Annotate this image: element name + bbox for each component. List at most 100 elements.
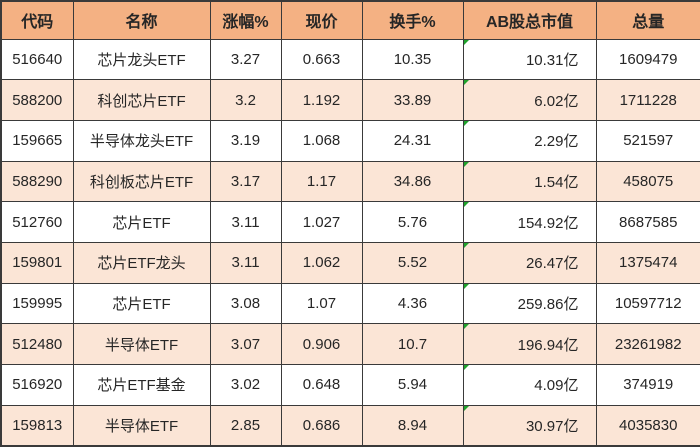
cell-price[interactable]: 1.17 — [280, 160, 363, 203]
column-header-market_cap[interactable]: AB股总市值 — [462, 0, 597, 40]
cell-value: 科创板芯片ETF — [89, 173, 194, 191]
cell-market_cap[interactable]: 2.29亿 — [462, 119, 597, 162]
cell-market_cap[interactable]: 196.94亿 — [462, 323, 597, 365]
cell-turnover_pct[interactable]: 33.89 — [361, 79, 464, 121]
cell-turnover_pct[interactable]: 10.35 — [361, 38, 464, 81]
cell-code[interactable]: 512480 — [0, 323, 74, 365]
column-header-volume[interactable]: 总量 — [595, 0, 700, 40]
cell-price[interactable]: 0.663 — [280, 38, 363, 81]
cell-code[interactable]: 588200 — [0, 79, 74, 121]
cell-code[interactable]: 516640 — [0, 38, 74, 81]
cell-value: 3.08 — [230, 294, 261, 312]
cell-volume[interactable]: 1609479 — [595, 38, 700, 81]
cell-change_pct[interactable]: 3.17 — [209, 160, 282, 203]
cell-name[interactable]: 科创板芯片ETF — [72, 160, 211, 203]
cell-turnover_pct[interactable]: 5.94 — [361, 364, 464, 406]
cell-code[interactable]: 159801 — [0, 241, 74, 284]
cell-code[interactable]: 159665 — [0, 119, 74, 162]
cell-change_pct[interactable]: 3.11 — [209, 201, 282, 243]
cell-name[interactable]: 半导体ETF — [72, 404, 211, 447]
cell-value: 374919 — [623, 376, 674, 394]
cell-market_cap[interactable]: 1.54亿 — [462, 160, 597, 203]
cell-change_pct[interactable]: 3.02 — [209, 364, 282, 406]
cell-price[interactable]: 0.906 — [280, 323, 363, 365]
cell-name[interactable]: 科创芯片ETF — [72, 79, 211, 121]
cell-volume[interactable]: 23261982 — [595, 323, 700, 365]
cell-value: 159813 — [12, 416, 63, 434]
cell-price[interactable]: 1.068 — [280, 119, 363, 162]
cell-value: 6.02亿 — [534, 92, 579, 110]
cell-market_cap[interactable]: 30.97亿 — [462, 404, 597, 447]
table-row: 588200 科创芯片ETF 3.2 1.192 33.89 6.02亿 1711228 — [0, 79, 700, 121]
cell-code[interactable]: 512760 — [0, 201, 74, 243]
cell-price[interactable]: 1.192 — [280, 79, 363, 121]
cell-code[interactable]: 159813 — [0, 404, 74, 447]
cell-change_pct[interactable]: 2.85 — [209, 404, 282, 447]
cell-market_cap[interactable]: 6.02亿 — [462, 79, 597, 121]
cell-volume[interactable]: 458075 — [595, 160, 700, 203]
cell-name[interactable]: 芯片龙头ETF — [72, 38, 211, 81]
cell-turnover_pct[interactable]: 24.31 — [361, 119, 464, 162]
cell-turnover_pct[interactable]: 5.76 — [361, 201, 464, 243]
cell-turnover_pct[interactable]: 4.36 — [361, 282, 464, 325]
cell-name[interactable]: 芯片ETF — [72, 282, 211, 325]
cell-value: 1.062 — [302, 254, 341, 272]
cell-value: 154.92亿 — [517, 214, 579, 232]
cell-market_cap[interactable]: 154.92亿 — [462, 201, 597, 243]
column-header-turnover_pct[interactable]: 换手% — [361, 0, 464, 40]
cell-volume[interactable]: 4035830 — [595, 404, 700, 447]
cell-market_cap[interactable]: 4.09亿 — [462, 364, 597, 406]
cell-code[interactable]: 588290 — [0, 160, 74, 203]
cell-price[interactable]: 1.027 — [280, 201, 363, 243]
cell-change_pct[interactable]: 3.08 — [209, 282, 282, 325]
cell-name[interactable]: 半导体ETF — [72, 323, 211, 365]
cell-code[interactable]: 516920 — [0, 364, 74, 406]
column-header-change_pct[interactable]: 涨幅% — [209, 0, 282, 40]
column-header-name[interactable]: 名称 — [72, 0, 211, 40]
cell-change_pct[interactable]: 3.27 — [209, 38, 282, 81]
cell-volume[interactable]: 1375474 — [595, 241, 700, 284]
cell-price[interactable]: 0.648 — [280, 364, 363, 406]
cell-code[interactable]: 159995 — [0, 282, 74, 325]
cell-value: 5.94 — [397, 376, 428, 394]
column-header-price[interactable]: 现价 — [280, 0, 363, 40]
cell-value: 0.686 — [302, 416, 341, 434]
cell-market_cap[interactable]: 26.47亿 — [462, 241, 597, 284]
cell-market_cap[interactable]: 10.31亿 — [462, 38, 597, 81]
cell-name[interactable]: 芯片ETF基金 — [72, 364, 211, 406]
cell-value: 3.07 — [230, 335, 261, 353]
cell-volume[interactable]: 521597 — [595, 119, 700, 162]
cell-name[interactable]: 芯片ETF龙头 — [72, 241, 211, 284]
cell-change_pct[interactable]: 3.2 — [209, 79, 282, 121]
cell-value: 3.2 — [235, 91, 256, 109]
cell-change_pct[interactable]: 3.07 — [209, 323, 282, 365]
cell-value: 3.27 — [230, 50, 261, 68]
cell-volume[interactable]: 374919 — [595, 364, 700, 406]
cell-name[interactable]: 芯片ETF — [72, 201, 211, 243]
cell-turnover_pct[interactable]: 5.52 — [361, 241, 464, 284]
cell-value: 4.36 — [397, 294, 428, 312]
cell-market_cap[interactable]: 259.86亿 — [462, 282, 597, 325]
cell-volume[interactable]: 8687585 — [595, 201, 700, 243]
cell-turnover_pct[interactable]: 34.86 — [361, 160, 464, 203]
table-row: 516640 芯片龙头ETF 3.27 0.663 10.35 10.31亿 1609479 — [0, 38, 700, 81]
cell-value: 3.11 — [231, 254, 260, 272]
cell-value: 半导体ETF — [104, 417, 179, 435]
column-header-code[interactable]: 代码 — [0, 0, 74, 40]
cell-volume[interactable]: 1711228 — [595, 79, 700, 121]
cell-price[interactable]: 1.062 — [280, 241, 363, 284]
table-row: 512760 芯片ETF 3.11 1.027 5.76 154.92亿 8687585 — [0, 201, 700, 243]
cell-value: 23261982 — [614, 335, 682, 353]
table-row: 516920 芯片ETF基金 3.02 0.648 5.94 4.09亿 374919 — [0, 364, 700, 406]
cell-change_pct[interactable]: 3.11 — [209, 241, 282, 284]
cell-price[interactable]: 0.686 — [280, 404, 363, 447]
cell-change_pct[interactable]: 3.19 — [209, 119, 282, 162]
cell-turnover_pct[interactable]: 10.7 — [361, 323, 464, 365]
cell-value: 2.85 — [230, 416, 261, 434]
cell-volume[interactable]: 10597712 — [595, 282, 700, 325]
cell-value: 3.11 — [231, 213, 260, 231]
cell-name[interactable]: 半导体龙头ETF — [72, 119, 211, 162]
cell-price[interactable]: 1.07 — [280, 282, 363, 325]
cell-value: 512480 — [12, 335, 63, 353]
cell-turnover_pct[interactable]: 8.94 — [361, 404, 464, 447]
